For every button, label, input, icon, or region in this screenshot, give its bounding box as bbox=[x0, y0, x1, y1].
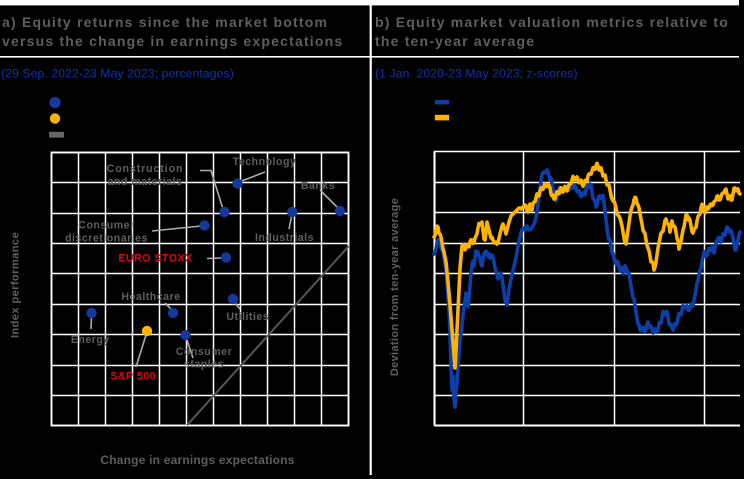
svg-text:Banks: Banks bbox=[301, 180, 335, 192]
svg-text:and materials: and materials bbox=[108, 176, 183, 188]
svg-text:Utilities: Utilities bbox=[226, 311, 269, 323]
svg-text:versus the change in earnings: versus the change in earnings expectatio… bbox=[2, 33, 343, 49]
svg-text:Industrials: Industrials bbox=[255, 232, 314, 244]
svg-text:(1 Jan. 2020-23 May 2023; z-sc: (1 Jan. 2020-23 May 2023; z-scores) bbox=[375, 67, 578, 81]
svg-text:Index performance: Index performance bbox=[10, 232, 22, 338]
svg-text:staples: staples bbox=[184, 359, 224, 371]
svg-text:EURO STOXX: EURO STOXX bbox=[118, 253, 192, 265]
svg-text:Consumer: Consumer bbox=[176, 346, 232, 358]
svg-text:(29 Sep. 2022-23 May 2023; per: (29 Sep. 2022-23 May 2023; percentages) bbox=[1, 67, 234, 81]
svg-text:a) Equity returns since the ma: a) Equity returns since the market botto… bbox=[2, 14, 328, 30]
svg-text:the ten-year average: the ten-year average bbox=[375, 33, 535, 49]
svg-text:Change in earnings expectation: Change in earnings expectations bbox=[100, 453, 294, 467]
svg-text:Construction: Construction bbox=[107, 163, 184, 175]
svg-text:Technology: Technology bbox=[233, 156, 297, 168]
svg-text:Energy: Energy bbox=[71, 334, 110, 346]
svg-text:Healthcare: Healthcare bbox=[121, 291, 180, 303]
svg-text:b) Equity market valuation met: b) Equity market valuation metrics relat… bbox=[375, 14, 729, 30]
svg-text:Deviation from ten-year avera: Deviation from ten-year average bbox=[389, 198, 401, 376]
svg-text:Consumer: Consumer bbox=[78, 220, 134, 232]
svg-text:discretionaries: discretionaries bbox=[65, 233, 148, 245]
svg-text:S&P 500: S&P 500 bbox=[110, 370, 156, 382]
